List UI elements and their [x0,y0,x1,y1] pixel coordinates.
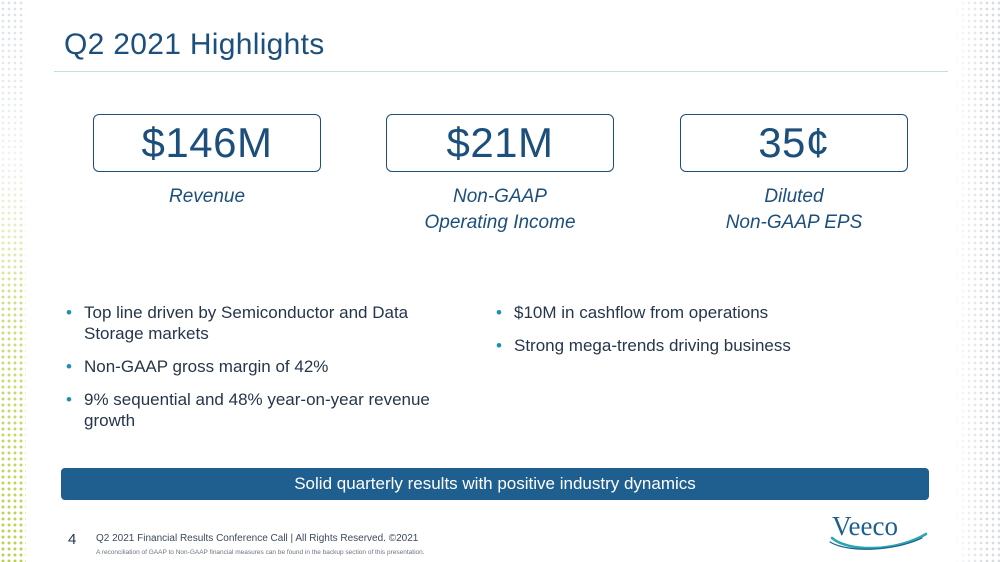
kpi-eps-label-line-1: Diluted [764,186,824,207]
kpi-revenue-label-line: Revenue [168,186,246,207]
title-divider [54,71,948,72]
summary-banner: Solid quarterly results with positive in… [61,468,929,500]
summary-banner-text: Solid quarterly results with positive in… [294,474,696,493]
list-item: • Non-GAAP gross margin of 42% [60,356,460,377]
bullet-icon: • [496,303,502,322]
list-item: • 9% sequential and 48% year-on-year rev… [60,389,460,431]
bullet-icon: • [66,303,72,322]
bullet-icon: • [496,336,502,355]
bullet-text: Top line driven by Semiconductor and Dat… [84,303,409,343]
bullet-text: Non-GAAP gross margin of 42% [84,357,329,376]
kpi-eps-label-line-2: Non-GAAP EPS [725,212,863,233]
bullet-list-left: • Top line driven by Semiconductor and D… [60,302,460,443]
veeco-logo: Veeco [829,511,928,550]
kpi-revenue-value: $146M [141,119,273,166]
logo-wordmark: Veeco [832,511,898,541]
page-number: 4 [68,531,77,548]
kpi-eps-value: 35¢ [758,119,830,166]
kpi-eps-label: Diluted Non-GAAP EPS [680,184,908,236]
kpi-operating-income-box: $21M [386,114,614,172]
bullet-icon: • [66,357,72,376]
list-item: • $10M in cashflow from operations [490,302,910,323]
kpi-eps-box: 35¢ [680,114,908,172]
list-item: • Strong mega-trends driving business [490,335,910,356]
list-item: • Top line driven by Semiconductor and D… [60,302,460,344]
bullet-icon: • [66,390,72,409]
decorative-dot-pattern-left [0,0,26,562]
kpi-operating-income-label: Non-GAAP Operating Income [386,184,614,236]
bullet-text: 9% sequential and 48% year-on-year reven… [84,390,430,430]
kpi-revenue-label: Revenue [93,184,321,210]
footnote: A reconciliation of GAAP to Non-GAAP fin… [96,549,425,556]
kpi-operating-income-label-line-1: Non-GAAP [453,186,547,207]
decorative-dot-pattern-right [954,0,1000,562]
kpi-revenue-box: $146M [93,114,321,172]
bullet-list-right: • $10M in cashflow from operations • Str… [490,302,910,368]
kpi-operating-income-value: $21M [446,119,554,166]
footer-text: Q2 2021 Financial Results Conference Cal… [96,533,419,544]
bullet-text: $10M in cashflow from operations [514,303,769,322]
bullet-text: Strong mega-trends driving business [514,336,791,355]
kpi-operating-income-label-line-2: Operating Income [424,212,576,233]
slide-title: Q2 2021 Highlights [64,28,325,61]
